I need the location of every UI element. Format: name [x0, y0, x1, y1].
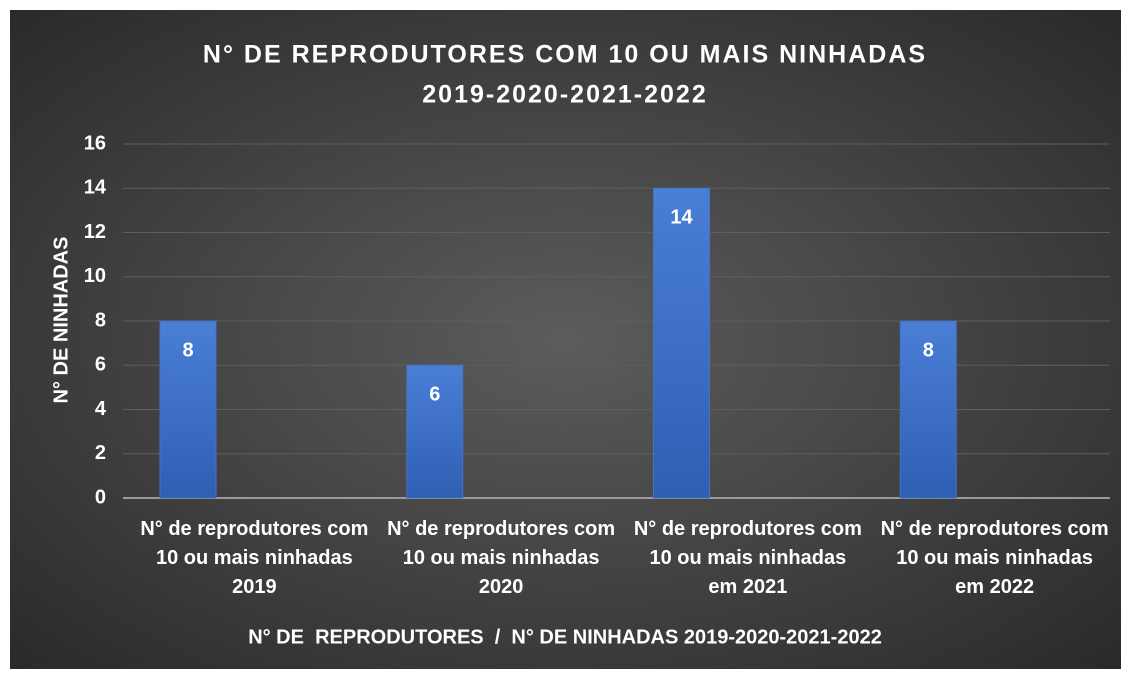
y-tick-label: 8	[95, 309, 106, 331]
data-label: 14	[670, 207, 693, 229]
bar	[899, 320, 957, 499]
x-tick-label: N° de reprodutores com 10 ou mais ninhad…	[387, 518, 616, 598]
x-tick-label: N° de reprodutores com 10 ou mais ninhad…	[880, 518, 1109, 598]
chart-title: N° DE REPRODUTORES COM 10 OU MAIS NINHAD…	[203, 41, 927, 69]
chart: N° DE REPRODUTORES COM 10 OU MAIS NINHAD…	[50, 41, 1110, 648]
y-tick-label: 6	[95, 354, 106, 376]
y-axis-title: N° DE NINHADAS	[50, 237, 72, 404]
chart-area: N° DE REPRODUTORES COM 10 OU MAIS NINHAD…	[10, 10, 1121, 669]
y-tick-label: 16	[84, 132, 106, 154]
y-tick-label: 2	[95, 442, 106, 464]
y-tick-label: 4	[95, 398, 107, 420]
data-label: 6	[429, 384, 440, 406]
bar	[159, 320, 217, 499]
y-tick-label: 10	[84, 265, 106, 287]
data-label: 8	[182, 339, 193, 361]
data-label: 8	[923, 339, 934, 361]
x-tick-label: N° de reprodutores com 10 ou mais ninhad…	[633, 518, 862, 598]
bar	[406, 364, 464, 499]
chart-title: 2019-2020-2021-2022	[422, 81, 707, 109]
y-tick-label: 0	[95, 486, 106, 508]
y-tick-label: 14	[84, 177, 107, 199]
bar	[653, 187, 710, 499]
x-axis-title: N° DE REPRODUTORES / N° DE NINHADAS 2019…	[248, 626, 882, 648]
y-tick-label: 12	[84, 221, 106, 243]
x-tick-label: N° de reprodutores com 10 ou mais ninhad…	[140, 518, 369, 598]
